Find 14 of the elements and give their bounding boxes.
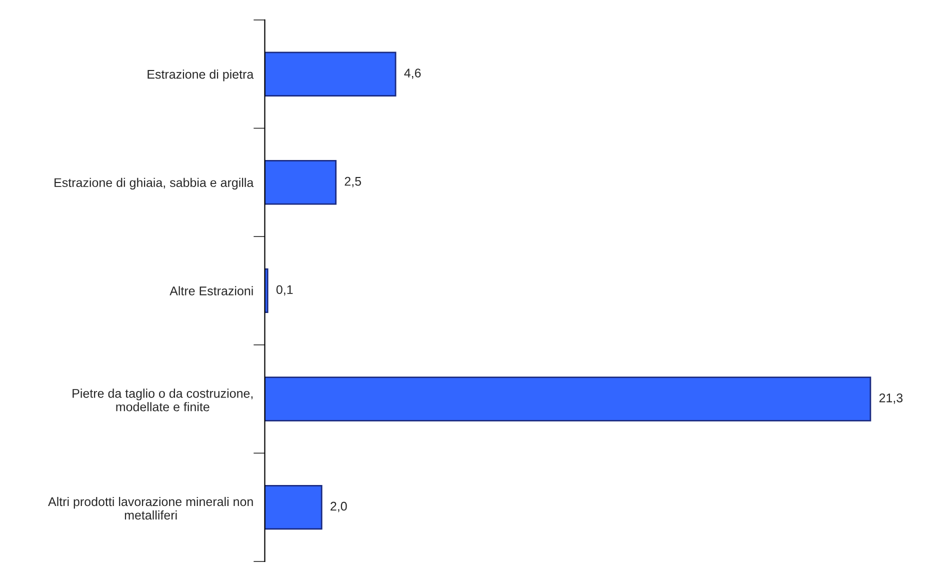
data-label: 4,6 [404, 68, 421, 79]
bar [264, 52, 396, 96]
data-label: 0,1 [276, 285, 293, 296]
data-label: 2,5 [344, 176, 362, 188]
y-tick-label: Altri prodotti lavorazione minerali non metalliferi [48, 496, 253, 520]
bar [264, 484, 322, 530]
y-tick-label: Pietre da taglio o da costruzione, modellate e finite [72, 388, 253, 412]
y-tick-label: Estrazione di pietra [148, 70, 254, 82]
y-tick-label: Estrazione di ghiaia, sabbia e argilla [54, 178, 254, 190]
data-label: 21,3 [879, 394, 903, 404]
data-label: 2,0 [330, 502, 347, 512]
y-tick-label: Altre Estrazioni [170, 286, 253, 296]
bar [264, 376, 872, 422]
bar [264, 160, 337, 205]
